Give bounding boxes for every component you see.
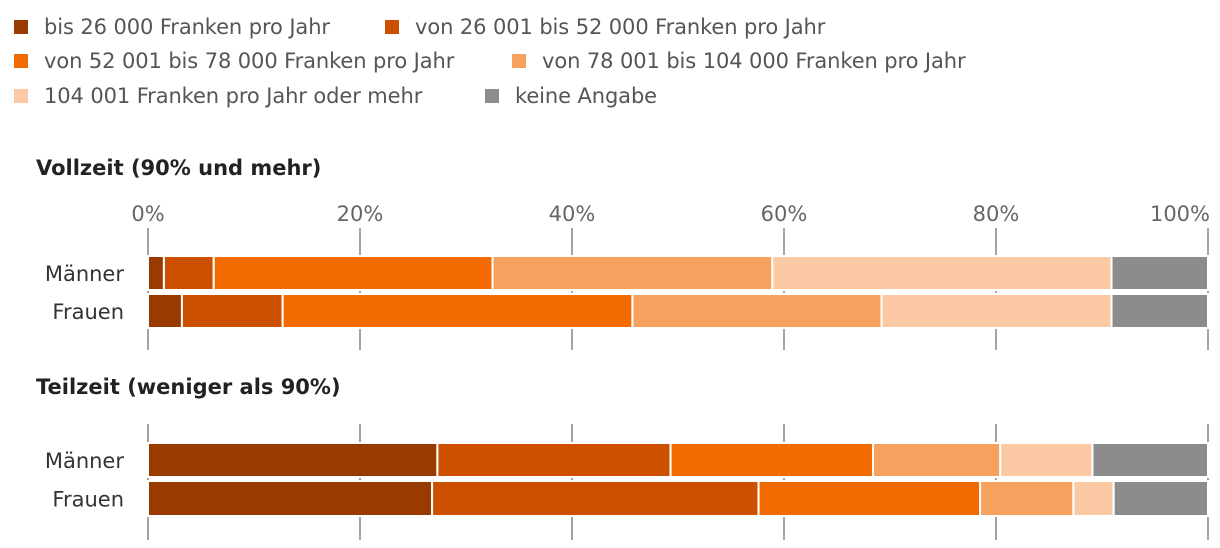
category-labels-teilzeit: Männer Frauen bbox=[45, 449, 125, 512]
legend-label-2: von 26 001 bis 52 000 Franken pro Jahr bbox=[415, 15, 826, 39]
bar-segment bbox=[979, 480, 1075, 517]
panel-title-vollzeit: Vollzeit (90% und mehr) bbox=[36, 156, 321, 180]
legend-swatch-1 bbox=[14, 20, 28, 34]
x-tick-label: 40% bbox=[549, 202, 596, 226]
legend-item-6: keine Angabe bbox=[485, 83, 657, 109]
legend-swatch-6 bbox=[485, 89, 499, 103]
category-labels-vollzeit: Männer Frauen bbox=[45, 262, 125, 324]
legend-swatch-3 bbox=[14, 54, 28, 68]
bar-segment bbox=[631, 293, 883, 329]
bar-segment bbox=[147, 480, 434, 517]
x-axis-ticks: 0% 20% 40% 60% 80% 100% bbox=[131, 202, 1210, 226]
bar-segment bbox=[1110, 293, 1210, 329]
legend-label-5: 104 001 Franken pro Jahr oder mehr bbox=[44, 84, 423, 108]
bar-segment bbox=[880, 293, 1113, 329]
bar-segment bbox=[147, 293, 183, 329]
bar-segment bbox=[436, 442, 672, 478]
legend-item-1: bis 26 000 Franken pro Jahr bbox=[14, 14, 330, 40]
chart-legend: bis 26 000 Franken pro Jahr von 26 001 b… bbox=[0, 0, 1220, 120]
bar-segment bbox=[757, 480, 982, 517]
category-label: Frauen bbox=[52, 488, 124, 512]
x-tick-label: 80% bbox=[973, 202, 1020, 226]
legend-item-3: von 52 001 bis 78 000 Franken pro Jahr bbox=[14, 48, 454, 74]
bar-segment bbox=[147, 255, 165, 291]
x-tick-label: 20% bbox=[337, 202, 384, 226]
bar-segment bbox=[212, 255, 494, 291]
bar-segment bbox=[281, 293, 634, 329]
legend-label-3: von 52 001 bis 78 000 Franken pro Jahr bbox=[44, 49, 455, 73]
legend-item-2: von 26 001 bis 52 000 Franken pro Jahr bbox=[385, 14, 825, 40]
category-label: Männer bbox=[45, 262, 125, 286]
bar-segment bbox=[999, 442, 1094, 478]
bar-segment bbox=[1110, 255, 1210, 291]
bar-segment bbox=[872, 442, 1002, 478]
x-tick-label: 0% bbox=[131, 202, 164, 226]
bar-segment bbox=[1091, 442, 1209, 478]
bar-segment bbox=[491, 255, 774, 291]
bar-segment bbox=[1112, 480, 1210, 517]
panel-teilzeit: Teilzeit (weniger als 90%) Männer Frauen bbox=[36, 375, 1210, 540]
legend-label-1: bis 26 000 Franken pro Jahr bbox=[44, 15, 330, 39]
panel-title-teilzeit: Teilzeit (weniger als 90%) bbox=[36, 375, 341, 399]
legend-label-6: keine Angabe bbox=[515, 84, 657, 108]
legend-label-4: von 78 001 bis 104 000 Franken pro Jahr bbox=[542, 49, 966, 73]
legend-swatch-4 bbox=[512, 54, 526, 68]
x-tick-label: 60% bbox=[761, 202, 808, 226]
category-label: Männer bbox=[45, 449, 125, 473]
bar-segment bbox=[162, 255, 215, 291]
legend-item-5: 104 001 Franken pro Jahr oder mehr bbox=[14, 83, 422, 109]
bar-segment bbox=[771, 255, 1113, 291]
bar-segment bbox=[180, 293, 284, 329]
bars-vollzeit bbox=[147, 255, 1210, 329]
bar-segment bbox=[669, 442, 875, 478]
bar-segment bbox=[431, 480, 760, 517]
bar-segment bbox=[147, 442, 439, 478]
panel-vollzeit: Vollzeit (90% und mehr) 0% 20% 40% 60% 80% 10… bbox=[36, 156, 1210, 350]
legend-swatch-2 bbox=[385, 20, 399, 34]
bars-teilzeit bbox=[147, 442, 1210, 517]
bar-segment bbox=[1072, 480, 1115, 517]
x-tick-label: 100% bbox=[1150, 202, 1210, 226]
category-label: Frauen bbox=[52, 300, 124, 324]
legend-swatch-5 bbox=[14, 89, 28, 103]
legend-item-4: von 78 001 bis 104 000 Franken pro Jahr bbox=[512, 48, 966, 74]
